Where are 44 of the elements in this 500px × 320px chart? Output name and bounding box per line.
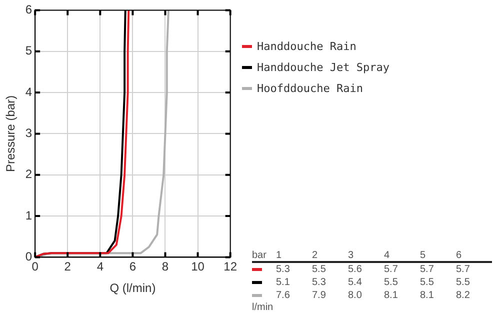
x-tick-label: 10 xyxy=(191,260,205,274)
text: 3 xyxy=(348,250,355,261)
y-tick-label: 3 xyxy=(25,126,32,140)
text: 5.5 xyxy=(420,277,435,288)
y-tick-label: 6 xyxy=(25,2,32,17)
x-tick-label: 2 xyxy=(64,260,72,274)
text: 5 xyxy=(420,250,427,261)
text: 5.5 xyxy=(456,277,471,288)
y-tick-label: 0 xyxy=(25,250,32,264)
text: 5.4 xyxy=(348,277,363,288)
text: 1 xyxy=(276,250,283,261)
text: 7.6 xyxy=(276,290,291,301)
x-axis-title: Q (l/min) xyxy=(110,281,156,296)
text: 6 xyxy=(456,250,463,261)
text: 5.3 xyxy=(312,277,327,288)
text: 8.2 xyxy=(456,290,471,301)
x-tick-label: 12 xyxy=(224,260,238,274)
text: 5.1 xyxy=(276,277,291,288)
text: 5.7 xyxy=(420,264,435,275)
y-tick-label: 2 xyxy=(25,167,32,182)
y-tick-label: 4 xyxy=(25,84,32,99)
y-tick-label: 1 xyxy=(25,208,32,222)
x-tick-label: 8 xyxy=(162,260,169,274)
text: 8.1 xyxy=(384,290,399,301)
text: 8.0 xyxy=(348,290,363,301)
text: bar xyxy=(252,250,268,261)
text: 5.6 xyxy=(348,264,363,275)
x-tick-label: 4 xyxy=(96,260,104,274)
x-tick-label: 6 xyxy=(129,260,136,274)
text: 5.5 xyxy=(312,264,327,275)
legend-label: Handdouche Jet Spray xyxy=(257,61,390,74)
text: 2 xyxy=(312,250,319,261)
y-tick-label: 5 xyxy=(25,44,32,58)
text: 5.7 xyxy=(456,264,471,275)
legend-label: Hoofddouche Rain xyxy=(257,82,363,95)
text: 8.1 xyxy=(420,290,435,301)
text: l/min xyxy=(252,302,274,313)
text: 5.7 xyxy=(384,264,399,275)
legend-label: Handdouche Rain xyxy=(257,40,356,53)
text: 5.5 xyxy=(384,277,399,288)
y-axis-title: Pressure (bar) xyxy=(4,95,18,172)
text: 4 xyxy=(384,250,391,261)
text: 7.9 xyxy=(312,290,327,301)
text: 5.3 xyxy=(276,264,291,275)
